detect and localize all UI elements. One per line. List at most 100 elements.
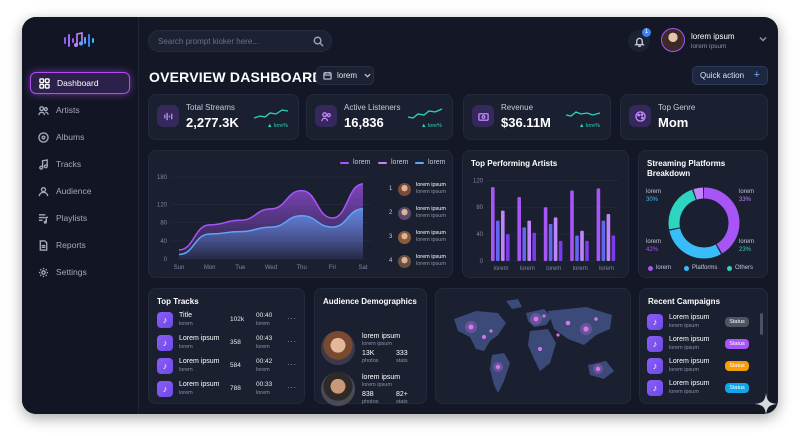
bar[interactable] [491,187,495,261]
search-placeholder: Search prompt kioker here... [158,36,259,46]
bar[interactable] [532,232,536,261]
list-item[interactable]: lorem ipsum lorem ipsum 13K photos 333 stats [321,331,421,367]
x-tick-label: Tue [235,265,246,271]
table-row[interactable]: ♪ Lorem ipsum lorem 358 00:43 lorem ··· [157,335,301,353]
scrollbar[interactable] [760,313,763,335]
donut-label: lorem 30% [646,189,662,203]
demo-value: 13K [362,350,375,357]
sidebar-item-settings[interactable]: Settings [30,261,130,283]
status-badge[interactable]: Status [725,339,749,349]
legend-item: Others [727,265,753,271]
bar[interactable] [606,213,611,261]
stat-label: Total Streams [186,103,235,112]
quick-action-label: Quick action [700,71,745,80]
list-item[interactable]: ♪ Lorem ipsum lorem ipsum Status [647,314,755,332]
bar[interactable] [527,220,531,261]
artist-row[interactable]: 1 lorem ipsum lorem ipsum [389,181,446,197]
users-icon [38,105,49,115]
campaign-name: Lorem ipsum [669,380,710,387]
sparkline [408,108,442,119]
more-icon[interactable]: ··· [287,337,297,346]
card-title: Top Tracks [157,297,199,306]
date-select[interactable]: lorem [316,66,374,85]
table-row[interactable]: ♪ Lorem ipsum lorem 584 00:42 lorem ··· [157,358,301,376]
track-plays: 358 [230,339,241,346]
search-icon[interactable] [313,36,324,47]
quick-action-button[interactable]: Quick action + [692,66,768,85]
music-note-icon: ♪ [157,312,173,328]
bar[interactable] [570,190,574,261]
streams-chart-card: lorem lorem lorem 0 40 80 120 180 Sun Mon Tue We… [148,150,453,278]
list-item[interactable]: ♪ Lorem ipsum lorem ipsum Status [647,336,755,354]
more-icon[interactable]: ··· [287,314,297,323]
audience-icon [38,186,49,196]
sidebar-item-label: Artists [56,105,80,115]
pie-slice[interactable] [668,187,740,259]
more-icon[interactable]: ··· [287,360,297,369]
list-item[interactable]: lorem ipsum lorem ipsum 838 photos 82+ stats [321,372,421,408]
demo-value: 838 [362,391,374,398]
bar[interactable] [548,224,553,261]
sidebar-item-dashboard[interactable]: Dashboard [30,72,130,94]
artist-row[interactable]: 3 lorem ipsum lorem ipsum [389,229,446,245]
sidebar-item-reports[interactable]: Reports [30,234,130,256]
bar[interactable] [506,234,510,261]
track-duration: 00:33 [256,381,273,388]
artist-row[interactable]: 2 lorem ipsum lorem ipsum [389,205,446,221]
bar[interactable] [553,217,558,261]
track-artist: lorem [179,321,193,327]
table-row[interactable]: ♪ Lorem ipsum lorem 788 00:33 lorem ··· [157,381,301,399]
x-tick-label: lorem [573,266,588,272]
bar[interactable] [543,207,548,261]
sparkline [566,111,600,117]
pie-slice[interactable] [668,187,740,259]
track-artist: lorem [179,344,193,350]
chevron-down-icon[interactable] [759,35,767,43]
bar[interactable] [522,227,526,261]
bar[interactable] [585,240,589,261]
bar-chart: 0 40 80 120 lorem lorem lorem lorem lorem [473,178,619,272]
table-row[interactable]: ♪ Title lorem 102k 00:40 lorem ··· [157,312,301,330]
music-note-icon: ♪ [157,358,173,374]
list-item[interactable]: ♪ Lorem ipsum lorem ipsum Status [647,380,755,398]
more-icon[interactable]: ··· [287,383,297,392]
bar[interactable] [580,230,584,261]
status-badge[interactable]: Status [725,361,749,371]
sidebar-item-artists[interactable]: Artists [30,99,130,121]
bar[interactable] [496,220,500,261]
legend-item: lorem [378,159,409,166]
bar[interactable] [517,197,521,261]
campaign-sub: lorem ipsum [669,323,699,329]
bar[interactable] [611,235,616,261]
sidebar-item-playlists[interactable]: Playlists [30,207,130,229]
bar[interactable] [501,210,505,261]
notification-button[interactable]: 1 [628,28,651,52]
sidebar-nav: Dashboard Artists Albums Tracks Audience… [30,72,130,288]
trend-text: ▲ lore% [578,123,600,129]
avatar [398,182,411,196]
bar[interactable] [575,235,579,261]
avatar[interactable] [661,28,685,52]
bar[interactable] [558,240,563,261]
stat-label: Active Listeners [344,103,401,112]
sidebar-item-label: Reports [56,240,86,250]
sidebar-item-tracks[interactable]: Tracks [30,153,130,175]
sidebar-item-audience[interactable]: Audience [30,180,130,202]
search-input[interactable]: Search prompt kioker here... [148,30,332,52]
status-badge[interactable]: Status [725,317,749,327]
trend-text: ▲ lore% [266,123,288,129]
track-artist: lorem [179,390,193,396]
trend-text: ▲ lore% [420,123,442,129]
page-title: OVERVIEW DASHBOARD [149,69,323,85]
campaign-name: Lorem ipsum [669,336,710,343]
artist-row[interactable]: 4 lorem ipsum lorem ipsum [389,253,446,269]
pie-slice[interactable] [668,187,740,259]
bell-icon [633,37,645,47]
sidebar-item-albums[interactable]: Albums [30,126,130,148]
world-map [454,299,614,393]
top-tracks-card: Top Tracks ♪ Title lorem 102k 00:40 lorem ··· ♪… [148,288,305,404]
list-item[interactable]: ♪ Lorem ipsum lorem ipsum Status [647,358,755,376]
bar[interactable] [596,188,601,261]
status-badge[interactable]: Status [725,383,749,393]
bar[interactable] [601,220,606,261]
